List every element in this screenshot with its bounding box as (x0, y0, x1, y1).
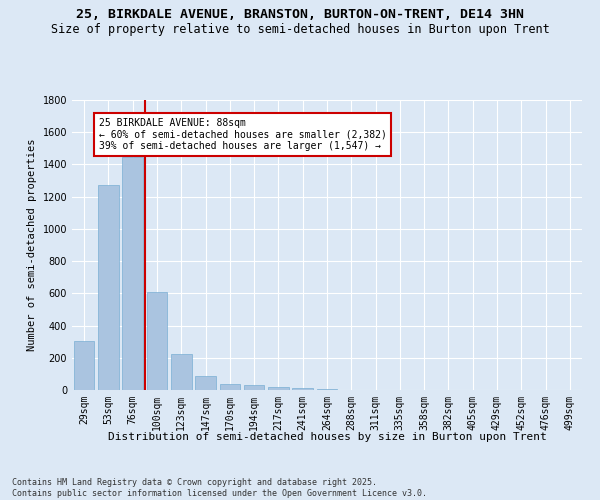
Bar (98, 184, 119, 390)
Text: 25 BIRKDALE AVENUE: 88sqm
← 60% of semi-detached houses are smaller (2,382)
39% : 25 BIRKDALE AVENUE: 88sqm ← 60% of semi-… (99, 118, 386, 151)
Bar (146, 292, 167, 390)
Bar (220, 384, 240, 390)
Bar (195, 376, 216, 390)
Bar (171, 354, 191, 390)
Bar (122, 157, 143, 390)
Y-axis label: Number of semi-detached properties: Number of semi-detached properties (27, 138, 37, 352)
Text: 25, BIRKDALE AVENUE, BRANSTON, BURTON-ON-TRENT, DE14 3HN: 25, BIRKDALE AVENUE, BRANSTON, BURTON-ON… (76, 8, 524, 20)
Bar (244, 385, 265, 390)
Bar (268, 387, 289, 390)
Text: Distribution of semi-detached houses by size in Burton upon Trent: Distribution of semi-detached houses by … (107, 432, 547, 442)
Bar (317, 389, 337, 390)
Bar (74, 341, 94, 390)
Bar (292, 388, 313, 390)
Text: Size of property relative to semi-detached houses in Burton upon Trent: Size of property relative to semi-detach… (50, 22, 550, 36)
Text: Contains HM Land Registry data © Crown copyright and database right 2025.
Contai: Contains HM Land Registry data © Crown c… (12, 478, 427, 498)
